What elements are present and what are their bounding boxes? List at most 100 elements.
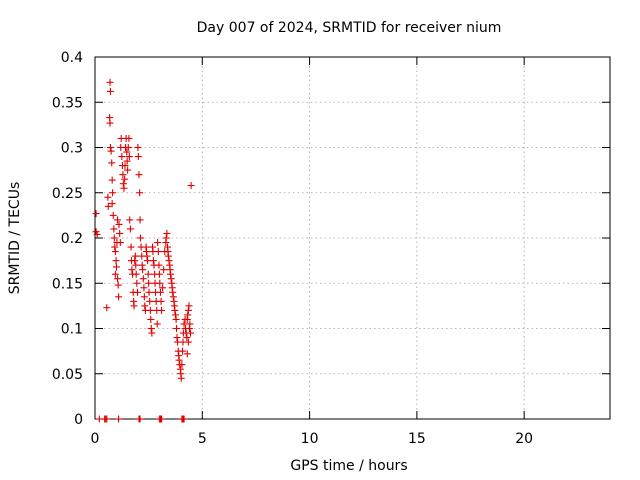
data-point (184, 311, 192, 319)
data-point (145, 279, 153, 287)
data-point (134, 153, 142, 161)
data-point (157, 297, 165, 305)
data-point (136, 234, 144, 242)
data-point (175, 356, 183, 364)
x-tick-label: 0 (91, 431, 100, 447)
y-tick-label: 0.3 (61, 141, 83, 157)
data-point (145, 288, 153, 296)
data-point (92, 210, 100, 218)
data-point (127, 243, 135, 251)
data-point (114, 281, 122, 289)
data-point (106, 78, 114, 86)
data-point (146, 306, 154, 314)
data-point (110, 225, 118, 233)
data-point (93, 230, 101, 238)
data-point (177, 374, 185, 382)
data-point (147, 315, 155, 323)
data-point (164, 252, 172, 260)
data-point (124, 166, 132, 174)
data-point (180, 415, 188, 423)
data-point (118, 153, 126, 161)
axis-ticks: 0 0.05 0.1 0.15 0.2 0.25 0.3 0.35 0.4 0 5 10 15 20 (52, 50, 610, 447)
data-point (178, 361, 186, 369)
data-point (186, 329, 194, 337)
data-point (126, 225, 134, 233)
data-point (132, 261, 140, 269)
x-axis-label: GPS time / hours (290, 458, 407, 474)
data-point (103, 304, 111, 312)
data-point (139, 266, 147, 274)
data-point (133, 288, 141, 296)
data-point (104, 202, 112, 210)
data-point (144, 270, 152, 278)
data-point (110, 234, 118, 242)
data-point (115, 293, 123, 301)
data-point (156, 288, 164, 296)
data-point (171, 306, 179, 314)
grid (95, 57, 610, 419)
data-point (132, 270, 140, 278)
data-point (131, 252, 139, 260)
data-point (124, 144, 132, 151)
data-point (179, 347, 187, 355)
data-point (115, 220, 123, 228)
data-point (158, 306, 166, 314)
data-point (155, 261, 163, 269)
data-point (126, 216, 134, 224)
data-point (123, 148, 131, 156)
data-point (136, 216, 144, 224)
data-point (140, 293, 148, 301)
data-point (125, 134, 133, 142)
data-point (123, 157, 131, 165)
data-point (185, 302, 193, 310)
y-tick-label: 0.25 (52, 186, 83, 202)
data-point (106, 87, 114, 95)
y-tick-label: 0.15 (52, 276, 83, 292)
data-point (136, 415, 144, 423)
data-point (106, 119, 114, 127)
data-point (147, 325, 155, 332)
y-tick-label: 0.1 (61, 322, 83, 338)
data-point (103, 415, 111, 423)
data-point (148, 329, 156, 337)
data-point (131, 257, 139, 265)
data-point (106, 144, 114, 151)
data-series (92, 78, 195, 423)
data-point (104, 193, 112, 201)
data-point (155, 270, 163, 278)
x-tick-label: 10 (301, 431, 319, 447)
y-tick-label: 0.2 (61, 231, 83, 247)
data-point (116, 239, 124, 247)
data-point (108, 159, 116, 167)
data-point (163, 229, 171, 237)
x-tick-label: 5 (198, 431, 207, 447)
y-tick-label: 0.4 (61, 50, 83, 66)
data-point (159, 284, 167, 292)
data-point (167, 270, 175, 278)
data-point (111, 248, 119, 256)
data-point (162, 234, 170, 242)
data-point (154, 248, 162, 256)
data-point (119, 171, 127, 179)
data-point (141, 302, 149, 310)
data-point (184, 306, 192, 314)
data-point (112, 263, 120, 271)
data-point (134, 144, 142, 151)
y-tick-label: 0 (74, 412, 83, 428)
data-point (173, 334, 181, 342)
y-tick-label: 0.35 (52, 95, 83, 111)
data-point (121, 175, 129, 183)
data-point (143, 252, 151, 260)
data-point (173, 325, 181, 332)
data-point (140, 284, 148, 292)
data-point (130, 302, 138, 310)
data-point (116, 229, 124, 237)
data-point (154, 239, 162, 247)
data-point (184, 338, 192, 346)
data-point (108, 200, 116, 208)
data-point (183, 334, 191, 342)
data-point (115, 415, 123, 423)
data-point (111, 243, 119, 251)
x-tick-label: 15 (408, 431, 426, 447)
chart-title: Day 007 of 2024, SRMTID for receiver niu… (197, 20, 502, 36)
